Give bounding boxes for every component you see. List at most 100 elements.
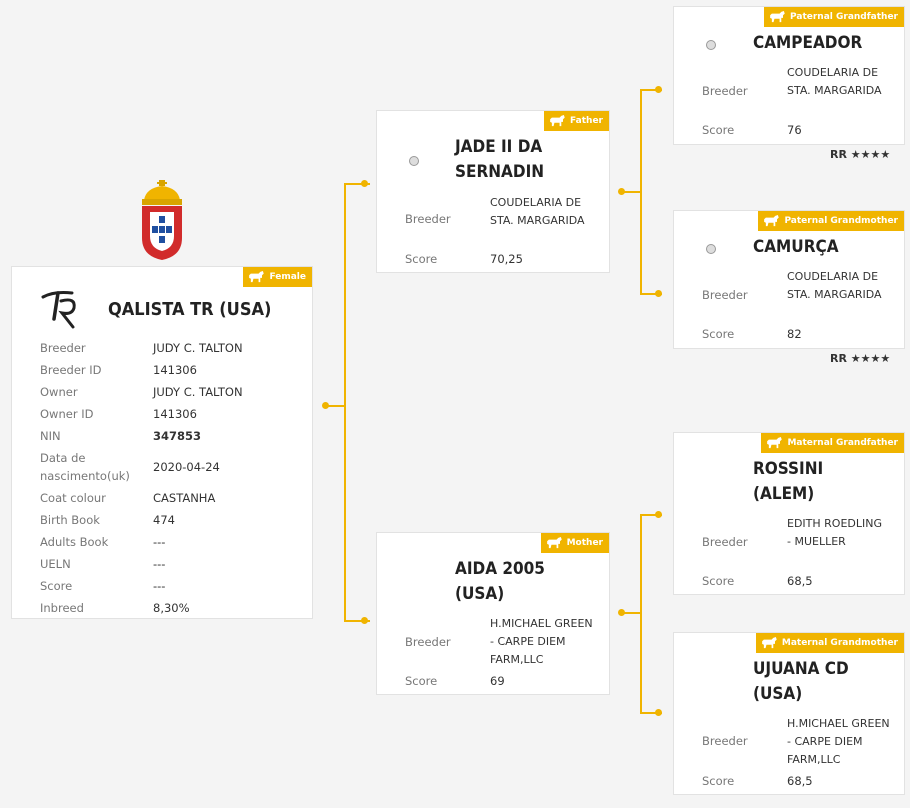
detail-value: 8,30%	[153, 601, 190, 615]
detail-label: UELN	[40, 557, 71, 571]
badge-label: Paternal Grandfather	[790, 12, 898, 22]
paternal-grandmother-badge: Paternal Grandmother	[758, 211, 904, 231]
mother-badge: Mother	[540, 533, 609, 553]
score-label: Score	[405, 252, 438, 266]
horse-name: AIDA 2005 (USA)	[455, 559, 545, 604]
score-label: Score	[702, 574, 735, 588]
detail-row: Birth Book 474	[40, 511, 300, 533]
star-icon: ★	[850, 352, 861, 365]
breeder-value: COUDELARIA DE STA. MARGARIDA	[490, 196, 585, 227]
score-value: 70,25	[490, 252, 523, 266]
score-value: 68,5	[787, 574, 813, 588]
detail-row: Adults Book ---	[40, 533, 300, 555]
mother-card[interactable]: Mother AIDA 2005 (USA) Breeder H.MICHAEL…	[376, 532, 610, 695]
maternal-grandmother-card[interactable]: Maternal Grandmother UJUANA CD (USA) Bre…	[673, 632, 905, 795]
detail-row: UELN ---	[40, 555, 300, 577]
maternal-grandfather-card[interactable]: Maternal Grandfather ROSSINI (ALEM) Bree…	[673, 432, 905, 595]
score-label: Score	[702, 774, 735, 788]
detail-value: ---	[153, 535, 166, 549]
father-card[interactable]: Father JADE II DA SERNADIN Breeder COUDE…	[376, 110, 610, 273]
maternal-grandmother-badge: Maternal Grandmother	[755, 633, 904, 653]
coat-of-arms-icon	[138, 180, 186, 262]
detail-row: Data de nascimento(uk) 2020-04-24	[40, 449, 300, 489]
detail-label: Inbreed	[40, 601, 84, 615]
connector-dot	[361, 180, 368, 187]
horse-name: UJUANA CD (USA)	[753, 659, 849, 704]
connector-line	[640, 514, 642, 714]
detail-label: Breeder ID	[40, 363, 102, 377]
connector-line	[640, 89, 662, 91]
connector-dot	[655, 86, 662, 93]
detail-value: 347853	[153, 429, 202, 443]
detail-value: 141306	[153, 363, 197, 377]
breeder-value: H.MICHAEL GREEN - CARPE DIEM FARM,LLC	[490, 617, 593, 666]
horse-icon	[545, 537, 563, 549]
connector-line	[344, 620, 370, 622]
detail-value: JUDY C. TALTON	[153, 385, 243, 399]
breeder-label: Breeder	[702, 84, 748, 98]
detail-value: JUDY C. TALTON	[153, 341, 243, 355]
connector-dot	[655, 709, 662, 716]
subject-details: Breeder JUDY C. TALTON Breeder ID 141306 Own…	[40, 339, 300, 621]
breeder-label: Breeder	[702, 535, 748, 549]
connector-line	[622, 612, 641, 614]
star-icon: ★	[880, 148, 891, 161]
connector-line	[326, 405, 345, 407]
paternal-grandfather-badge: Paternal Grandfather	[764, 7, 904, 27]
detail-row: Score ---	[40, 577, 300, 599]
star-icon-row: ★★★★	[851, 352, 891, 365]
breeder-value: H.MICHAEL GREEN - CARPE DIEM FARM,LLC	[787, 717, 890, 766]
rating-badge: RR ★★★★	[830, 352, 890, 365]
breeder-value: COUDELARIA DE STA. MARGARIDA	[787, 270, 882, 301]
breeder-label: Breeder	[405, 212, 451, 226]
detail-label: Coat colour	[40, 491, 106, 505]
star-icon-row: ★★★★	[851, 148, 891, 161]
connector-line	[344, 183, 370, 185]
star-icon: ★	[870, 148, 881, 161]
paternal-grandmother-card[interactable]: Paternal Grandmother CAMURÇA Breeder COU…	[673, 210, 905, 349]
connector-dot	[361, 617, 368, 624]
breeder-label: Breeder	[702, 734, 748, 748]
breeder-label: Breeder	[405, 635, 451, 649]
badge-label: Maternal Grandfather	[787, 438, 898, 448]
gender-badge: Female	[243, 267, 312, 287]
score-value: 76	[787, 123, 802, 137]
detail-value: 141306	[153, 407, 197, 421]
detail-value: ---	[153, 579, 166, 593]
breeder-brand-logo	[40, 289, 82, 331]
star-icon: ★	[870, 352, 881, 365]
horse-name: CAMURÇA	[753, 237, 839, 257]
subject-card[interactable]: Female QALISTA TR (USA) Breeder JUDY C. T…	[11, 266, 313, 619]
photo-placeholder-icon	[409, 156, 419, 166]
detail-label: Owner ID	[40, 407, 94, 421]
detail-label: NIN	[40, 429, 61, 443]
maternal-grandfather-badge: Maternal Grandfather	[761, 433, 904, 453]
detail-label: Score	[40, 579, 73, 593]
star-icon: ★	[880, 352, 891, 365]
detail-row: Inbreed 8,30%	[40, 599, 300, 621]
detail-label: Birth Book	[40, 513, 100, 527]
horse-name: JADE II DA SERNADIN	[455, 137, 545, 182]
horse-name: QALISTA TR (USA)	[108, 299, 272, 320]
detail-row: NIN 347853	[40, 427, 300, 449]
detail-row: Breeder JUDY C. TALTON	[40, 339, 300, 361]
detail-value: ---	[153, 557, 166, 571]
paternal-grandfather-card[interactable]: Paternal Grandfather CAMPEADOR Breeder C…	[673, 6, 905, 145]
detail-value: 2020-04-24	[153, 460, 220, 474]
star-icon: ★	[860, 352, 871, 365]
connector-dot	[618, 188, 625, 195]
horse-icon	[765, 437, 783, 449]
horse-icon	[760, 637, 778, 649]
score-label: Score	[405, 674, 438, 688]
badge-label: Paternal Grandmother	[784, 216, 898, 226]
rating-label: RR	[830, 148, 847, 161]
detail-row: Owner JUDY C. TALTON	[40, 383, 300, 405]
connector-dot	[618, 609, 625, 616]
score-label: Score	[702, 123, 735, 137]
connector-dot	[655, 290, 662, 297]
badge-label: Father	[570, 116, 603, 126]
badge-label: Mother	[566, 538, 603, 548]
detail-label: Breeder	[40, 341, 86, 355]
score-value: 82	[787, 327, 802, 341]
horse-icon	[548, 115, 566, 127]
